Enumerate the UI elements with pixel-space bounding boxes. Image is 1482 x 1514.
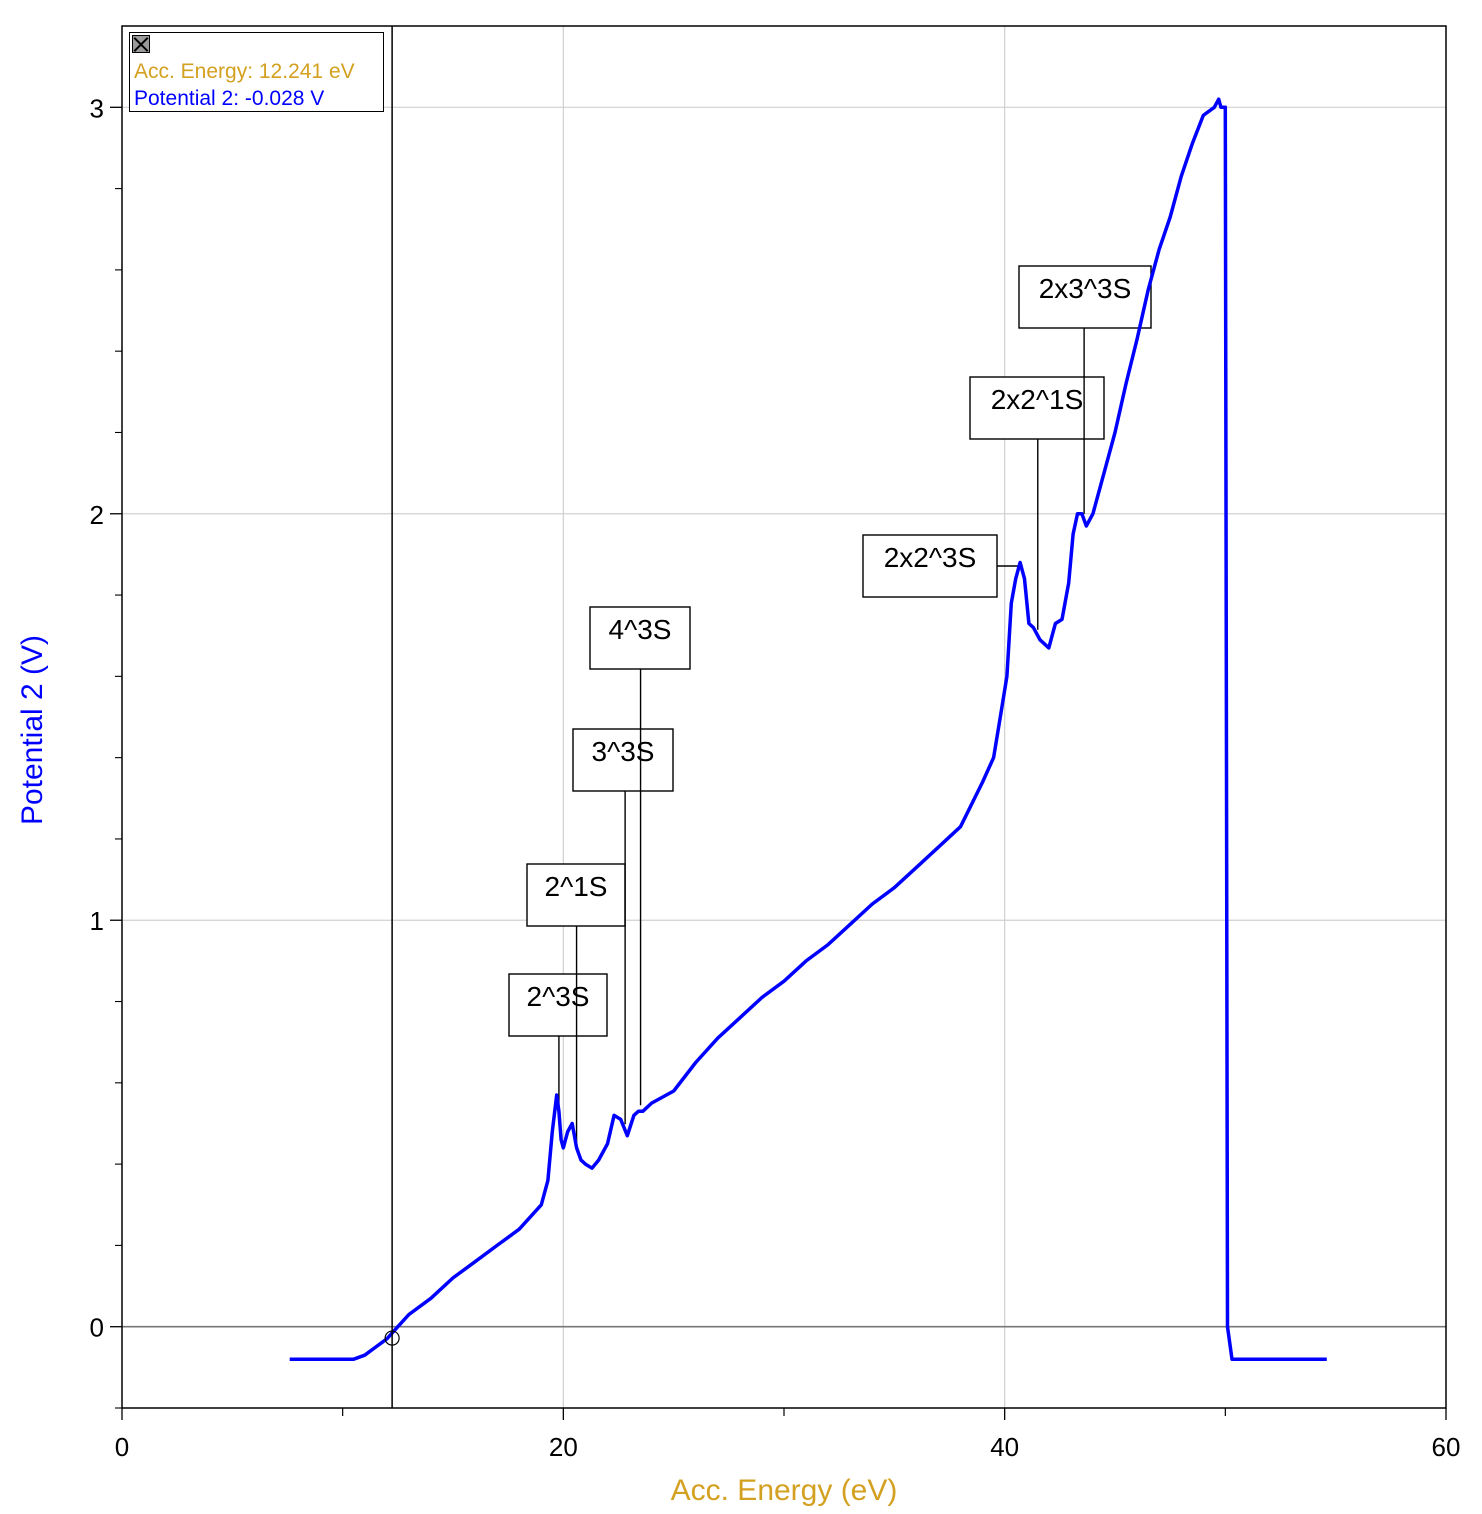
cursor-marker[interactable] xyxy=(384,1330,400,1346)
annotation-label: 2x2^1S xyxy=(991,384,1084,415)
x-tick-label: 40 xyxy=(990,1432,1019,1462)
annotation-box xyxy=(589,606,691,670)
annotation-label: 2x3^3S xyxy=(1039,273,1132,304)
annotation-box xyxy=(508,973,608,1037)
plot-frame xyxy=(121,25,1447,1409)
x-tick-label: 20 xyxy=(549,1432,578,1462)
y-tick-label: 3 xyxy=(90,93,104,123)
annotations: 2^3S 2^1S 3^3S 4^3S 2x2^3S 2x2^1S 2x3^3S xyxy=(508,265,1152,1142)
cursor-readout: Acc. Energy: 12.241 eV Potential 2: -0.0… xyxy=(129,32,384,112)
x-tick-label: 60 xyxy=(1432,1432,1461,1462)
close-icon[interactable] xyxy=(132,35,150,53)
annotation-box xyxy=(1018,265,1152,329)
annotation-box xyxy=(526,863,626,927)
annotation-box xyxy=(862,534,998,598)
annotation-label: 2^3S xyxy=(527,981,590,1012)
y-tick-label: 1 xyxy=(90,906,104,936)
annotation-label: 3^3S xyxy=(592,736,655,767)
grid-lines xyxy=(122,26,1446,1408)
annotation-box xyxy=(572,728,674,792)
annotation-label: 2^1S xyxy=(545,871,608,902)
annotation-label: 4^3S xyxy=(609,614,672,645)
x-axis-title: Acc. Energy (eV) xyxy=(671,1474,898,1507)
annotation-label: 2x2^3S xyxy=(884,542,977,573)
energy-readout: Acc. Energy: 12.241 eV xyxy=(134,60,355,83)
annotation-box xyxy=(969,376,1105,440)
x-tick-label: 0 xyxy=(115,1432,129,1462)
potential-readout: Potential 2: -0.028 V xyxy=(134,87,325,110)
y-axis-title: Potential 2 (V) xyxy=(16,635,49,825)
series-line-potential-2 xyxy=(289,97,1327,1361)
y-tick-label: 2 xyxy=(90,500,104,530)
axes: 0 20 40 60 0 1 2 3 xyxy=(90,93,1461,1462)
y-tick-label: 0 xyxy=(90,1313,104,1343)
